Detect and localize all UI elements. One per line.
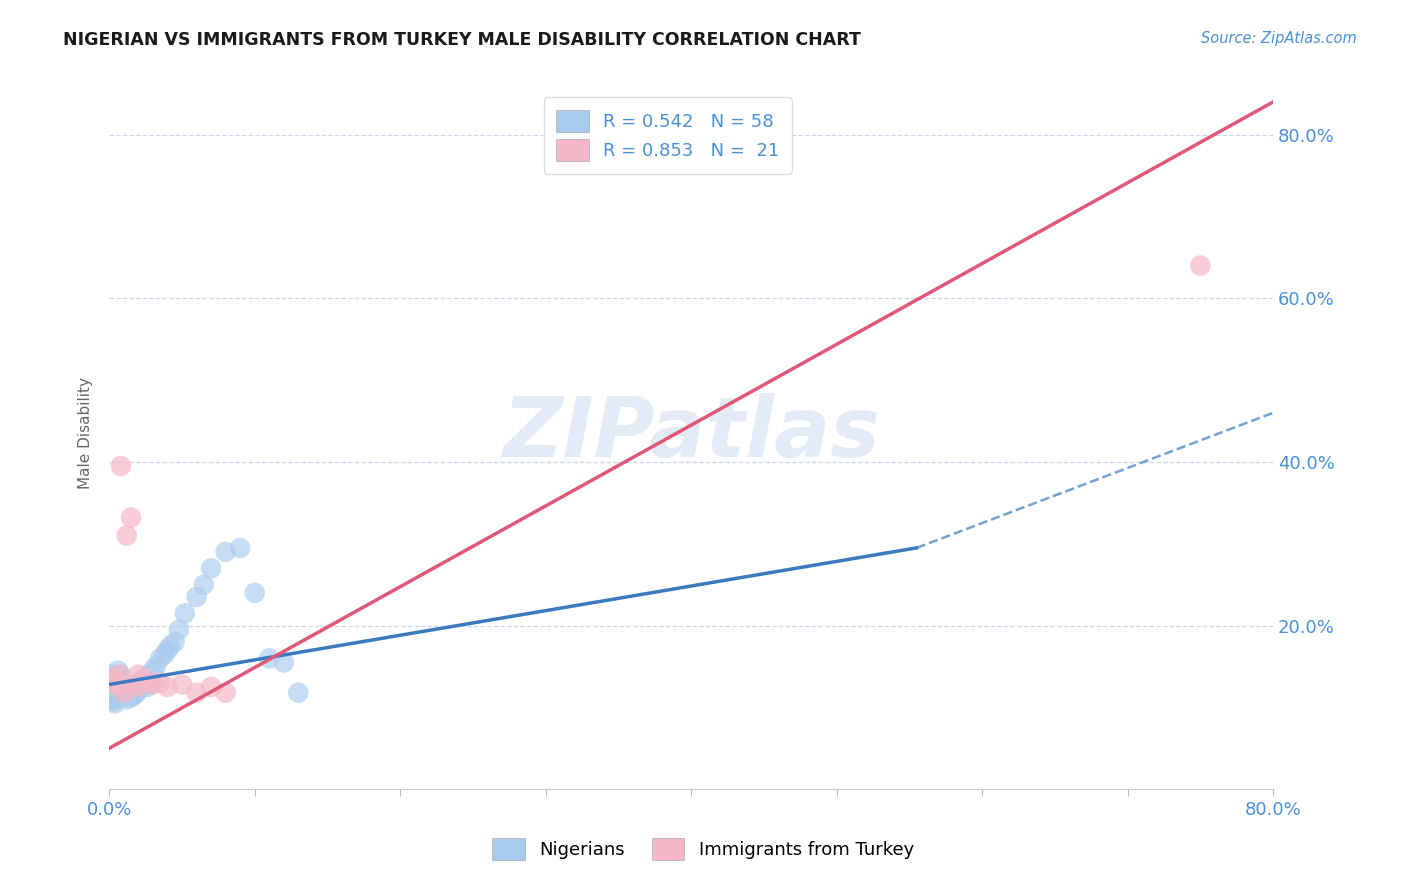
Point	[156, 643, 179, 657]
Text: ZIPatlas: ZIPatlas	[502, 392, 880, 474]
Point	[153, 647, 176, 661]
Point	[149, 676, 172, 690]
Point	[112, 686, 135, 700]
Point	[135, 672, 157, 686]
Point	[125, 686, 148, 700]
Point	[110, 458, 132, 473]
Point	[103, 694, 125, 708]
Point	[101, 676, 124, 690]
Point	[115, 680, 138, 694]
Point	[120, 510, 142, 524]
Point	[287, 686, 309, 700]
Point	[134, 677, 156, 691]
Point	[103, 672, 125, 686]
Point	[104, 696, 127, 710]
Point	[138, 667, 160, 681]
Point	[112, 677, 135, 691]
Point	[103, 690, 125, 705]
Text: Source: ZipAtlas.com: Source: ZipAtlas.com	[1201, 31, 1357, 46]
Point	[114, 682, 136, 697]
Point	[149, 651, 172, 665]
Point	[115, 692, 138, 706]
Point	[128, 677, 150, 691]
Point	[200, 680, 222, 694]
Point	[1189, 259, 1212, 273]
Point	[229, 541, 252, 555]
Point	[259, 651, 281, 665]
Point	[124, 680, 146, 694]
Point	[142, 664, 165, 678]
Point	[115, 528, 138, 542]
Point	[273, 656, 295, 670]
Point	[112, 686, 135, 700]
Point	[127, 667, 149, 681]
Point	[105, 677, 128, 691]
Legend: Nigerians, Immigrants from Turkey: Nigerians, Immigrants from Turkey	[485, 830, 921, 867]
Point	[127, 676, 149, 690]
Point	[186, 590, 208, 604]
Point	[173, 607, 195, 621]
Y-axis label: Male Disability: Male Disability	[79, 377, 93, 490]
Point	[170, 677, 193, 691]
Point	[129, 680, 152, 694]
Point	[243, 586, 266, 600]
Point	[214, 686, 236, 700]
Point	[108, 684, 131, 698]
Point	[120, 690, 142, 705]
Point	[101, 692, 124, 706]
Point	[193, 577, 215, 591]
Point	[131, 672, 153, 686]
Point	[108, 686, 131, 700]
Point	[104, 676, 127, 690]
Point	[142, 677, 165, 691]
Point	[103, 672, 125, 686]
Legend: R = 0.542   N = 58, R = 0.853   N =  21: R = 0.542 N = 58, R = 0.853 N = 21	[544, 97, 792, 174]
Point	[107, 664, 129, 678]
Point	[163, 635, 186, 649]
Point	[122, 688, 145, 702]
Point	[111, 676, 134, 690]
Point	[121, 686, 143, 700]
Point	[139, 677, 162, 691]
Point	[135, 674, 157, 689]
Point	[110, 667, 132, 681]
Point	[112, 677, 135, 691]
Point	[129, 677, 152, 691]
Point	[136, 680, 159, 694]
Point	[117, 684, 139, 698]
Point	[118, 686, 141, 700]
Point	[101, 667, 124, 681]
Point	[108, 667, 131, 681]
Point	[107, 682, 129, 697]
Point	[110, 688, 132, 702]
Point	[167, 623, 190, 637]
Text: NIGERIAN VS IMMIGRANTS FROM TURKEY MALE DISABILITY CORRELATION CHART: NIGERIAN VS IMMIGRANTS FROM TURKEY MALE …	[63, 31, 860, 49]
Point	[105, 680, 128, 694]
Point	[101, 686, 124, 700]
Point	[159, 639, 181, 653]
Point	[145, 659, 167, 673]
Point	[214, 545, 236, 559]
Point	[124, 682, 146, 697]
Point	[186, 686, 208, 700]
Point	[105, 688, 128, 702]
Point	[120, 680, 142, 694]
Point	[105, 677, 128, 691]
Point	[200, 561, 222, 575]
Point	[156, 680, 179, 694]
